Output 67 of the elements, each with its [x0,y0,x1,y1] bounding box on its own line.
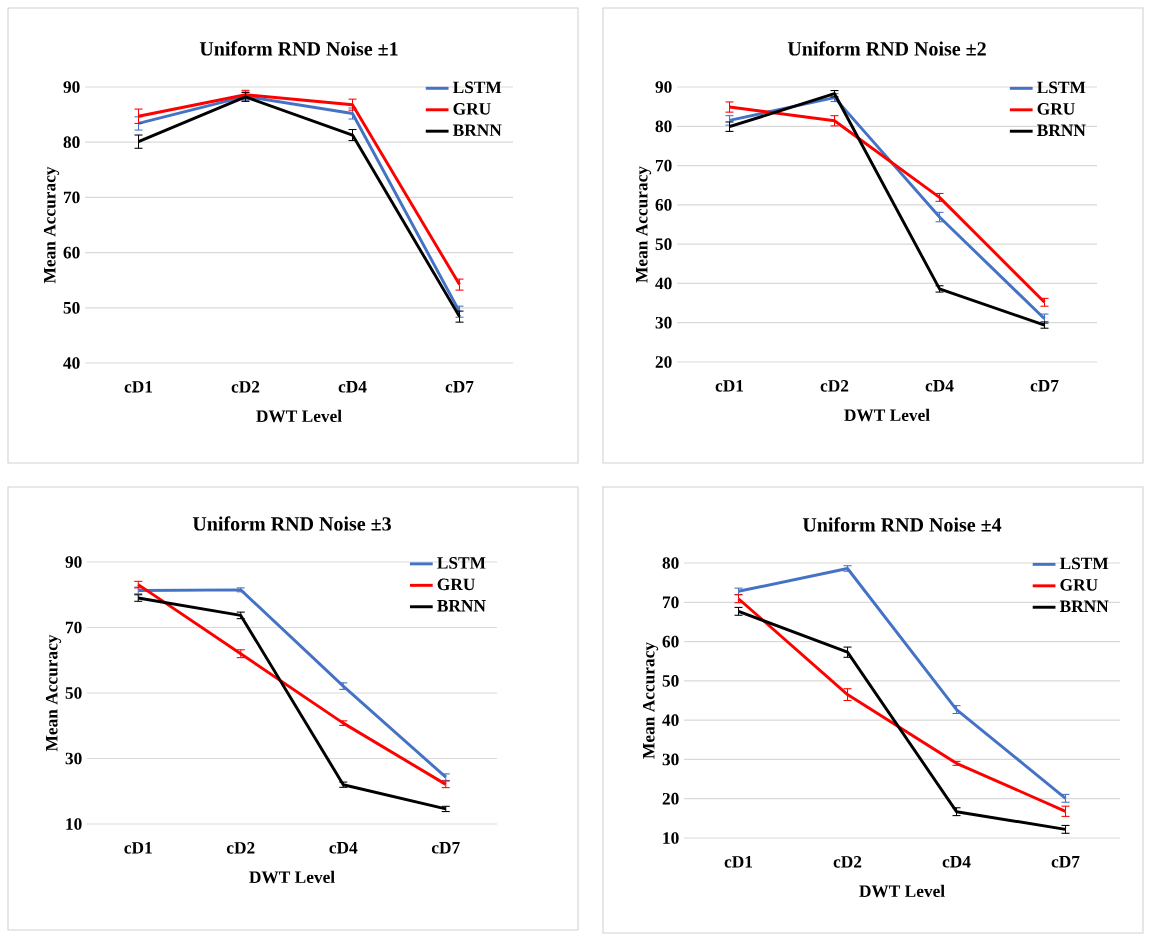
legend-label: GRU [1037,103,1075,115]
legend-label: GRU [437,578,475,591]
legend-label: BRNN [1059,600,1109,612]
x-tick-label: cD1 [124,842,152,854]
y-axis-title: Mean Accuracy [43,166,60,284]
x-axis-title: DWT Level [249,870,335,884]
y-axis-title: Mean Accuracy [642,642,659,759]
y-tick-label: 80 [63,136,80,149]
y-tick-label: 20 [655,356,672,368]
y-tick-label: 50 [662,675,679,687]
legend-label: LSTM [1059,557,1109,570]
x-axis-title: DWT Level [859,884,945,898]
legend-label: LSTM [452,81,502,94]
legend-label: GRU [1060,579,1098,591]
y-tick-label: 40 [655,277,672,290]
legend-label: BRNN [452,124,502,136]
legend-label: GRU [453,103,491,115]
x-tick-label: cD2 [820,380,849,392]
y-tick-label: 50 [65,687,82,699]
x-tick-label: cD7 [445,381,474,393]
y-tick-label: 30 [655,316,672,329]
y-tick-label: 10 [663,832,679,844]
y-tick-label: 80 [662,557,679,569]
x-tick-label: cD4 [925,380,954,392]
y-tick-label: 20 [662,792,679,805]
y-tick-label: 70 [662,596,679,609]
chart-title: Uniform RND Noise ±4 [802,517,1002,532]
y-tick-label: 70 [65,621,82,634]
y-tick-label: 60 [655,199,672,211]
y-tick-label: 70 [63,191,80,204]
x-tick-label: cD2 [833,856,862,868]
y-tick-label: 50 [63,301,80,314]
y-tick-label: 70 [655,159,672,172]
y-tick-label: 50 [655,238,672,250]
x-tick-label: cD7 [1030,380,1059,392]
x-tick-label: cD7 [1051,856,1080,868]
y-tick-label: 90 [63,81,80,93]
y-tick-label: 60 [63,246,80,259]
y-tick-label: 90 [655,81,672,93]
x-tick-label: cD4 [329,842,358,854]
x-tick-label: cD4 [942,856,971,868]
x-axis-title: DWT Level [256,409,342,423]
x-tick-label: cD7 [431,842,460,854]
chart-title: Uniform RND Noise ±2 [787,41,986,56]
x-tick-label: cD2 [226,842,255,854]
y-tick-label: 60 [662,635,679,648]
y-axis-title: Mean Accuracy [635,166,652,283]
y-tick-label: 90 [65,556,82,568]
x-tick-label: cD1 [724,856,753,868]
x-tick-label: cD4 [338,381,367,393]
legend-label: LSTM [1037,81,1086,94]
y-tick-label: 30 [65,752,82,765]
y-tick-label: 40 [63,357,80,369]
y-tick-label: 40 [662,714,679,726]
chart-title: Uniform RND Noise ±1 [199,41,398,56]
chart-title: Uniform RND Noise ±3 [192,516,391,531]
legend-label: BRNN [1037,124,1086,136]
y-tick-label: 10 [66,818,82,830]
y-tick-label: 30 [662,753,679,766]
x-tick-label: cD1 [124,381,153,393]
legend-label: BRNN [437,600,486,612]
y-axis-title: Mean Accuracy [45,634,62,752]
legend-label: LSTM [437,557,486,569]
y-tick-label: 80 [655,120,672,133]
x-tick-label: cD2 [231,381,260,393]
x-axis-title: DWT Level [844,408,930,422]
x-tick-label: cD1 [715,380,744,392]
